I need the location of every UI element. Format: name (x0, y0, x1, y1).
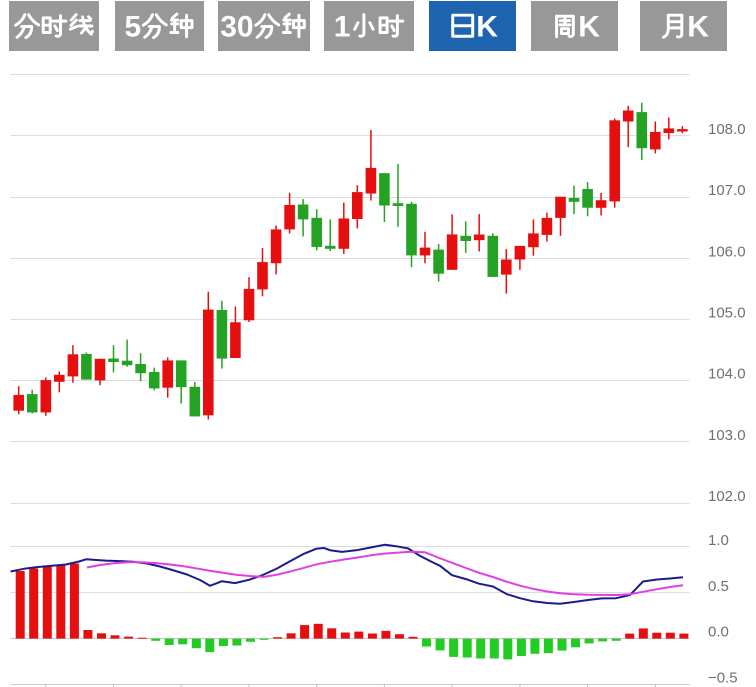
svg-text:108.0: 108.0 (708, 121, 746, 138)
svg-text:30: 30 (221, 11, 254, 44)
svg-text:K: K (578, 11, 600, 44)
svg-text:1: 1 (334, 11, 351, 44)
svg-text:103.0: 103.0 (708, 427, 746, 444)
svg-text:107.0: 107.0 (708, 182, 746, 199)
svg-text:5: 5 (124, 11, 141, 44)
svg-text:0.0: 0.0 (708, 624, 729, 641)
svg-text:−0.5: −0.5 (708, 669, 738, 686)
svg-text:104.0: 104.0 (708, 366, 746, 383)
svg-text:1.0: 1.0 (708, 532, 729, 549)
svg-text:K: K (476, 11, 498, 44)
svg-text:K: K (687, 11, 709, 44)
svg-text:102.0: 102.0 (708, 488, 746, 505)
svg-text:106.0: 106.0 (708, 243, 746, 260)
svg-text:105.0: 105.0 (708, 305, 746, 322)
svg-text:0.5: 0.5 (708, 578, 729, 595)
